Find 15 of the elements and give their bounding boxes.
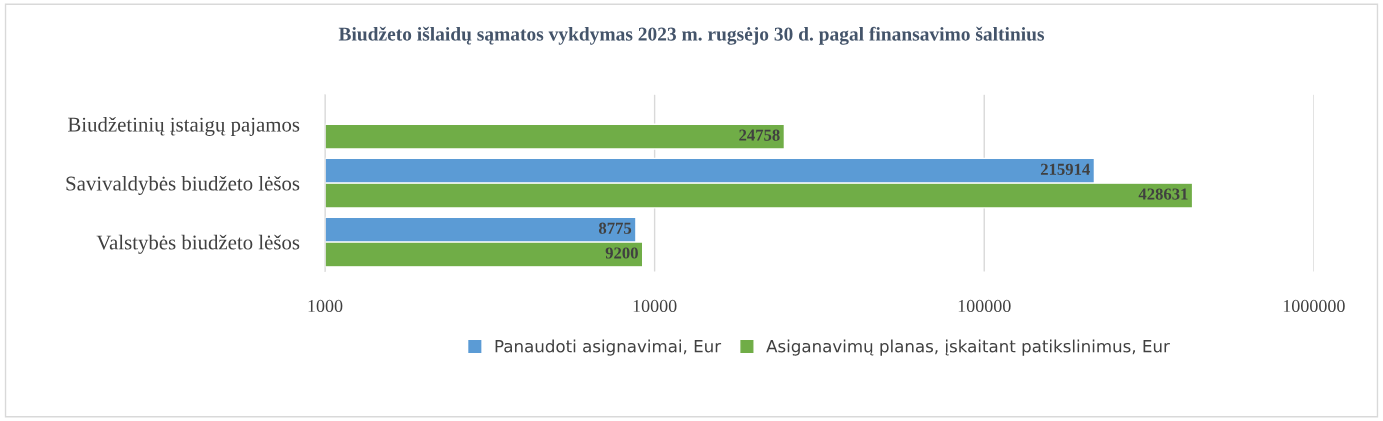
legend-label: Panaudoti asignavimai, Eur bbox=[495, 339, 722, 356]
data-label: 428631 bbox=[1138, 188, 1188, 200]
y-tick-label: Biudžetinių įstaigų pajamos bbox=[67, 116, 300, 136]
x-tick-label: 1000 bbox=[308, 299, 343, 313]
legend-label: Asiganavimų planas, įskaitant patikslinimus, Eur bbox=[766, 339, 1170, 356]
x-tick-label: 100000 bbox=[958, 299, 1011, 313]
data-label: 24758 bbox=[739, 129, 780, 141]
data-label: 8775 bbox=[598, 222, 632, 234]
data-label: 9200 bbox=[605, 247, 638, 259]
chart-title: Biudžeto išlaidų sąmatos vykdymas 2023 m. rugsėjo 30 d. pagal finansavimo šaltinius bbox=[338, 26, 1045, 45]
y-tick-label: Valstybės biudžeto lėšos bbox=[96, 234, 300, 254]
data-label: 215914 bbox=[1040, 163, 1090, 175]
x-tick-label: 1000000 bbox=[1283, 299, 1345, 313]
x-tick-label: 10000 bbox=[633, 299, 677, 313]
y-tick-label: Savivaldybės biudžeto lėšos bbox=[66, 175, 300, 195]
